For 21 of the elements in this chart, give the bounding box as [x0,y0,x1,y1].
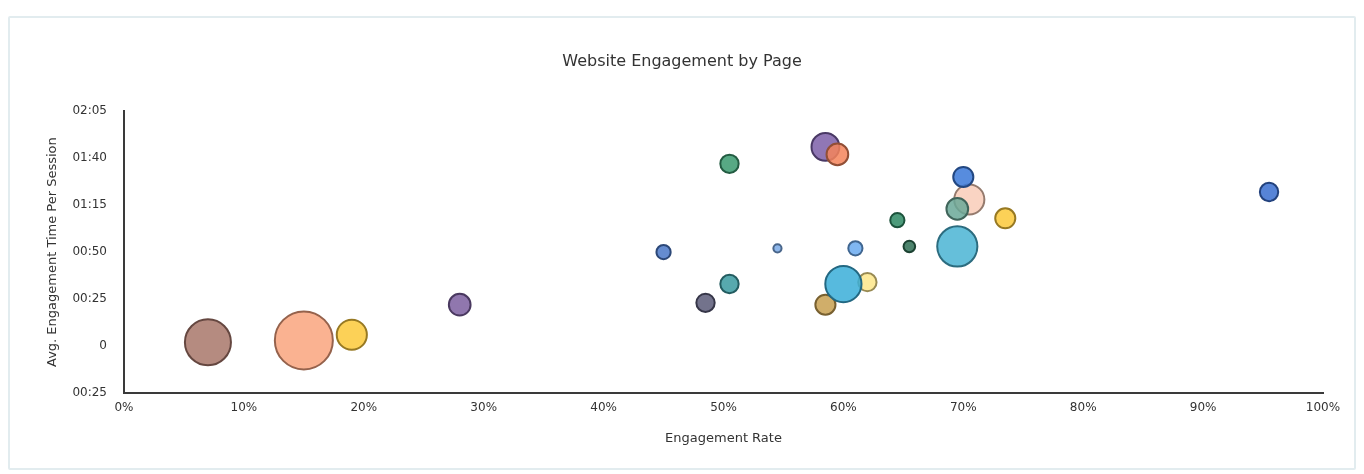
y-tick-label: 0 [99,338,107,353]
y-tick-label: 00:50 [72,244,107,259]
x-tick-label: 70% [949,400,977,415]
x-tick-label: 80% [1069,400,1097,415]
y-tick-label: 01:15 [72,197,107,212]
x-tick-label: 90% [1189,400,1217,415]
x-tick-label: 30% [470,400,498,415]
x-axis-title: Engagement Rate [665,429,782,445]
x-tick-label: 100% [1305,400,1341,415]
y-tick-label: 01:40 [72,150,107,165]
y-axis-title: Avg. Engagement Time Per Session [44,137,60,367]
x-tick-label: 40% [590,400,617,415]
y-tick-label: 00:25 [72,385,107,400]
x-tick-label: 10% [230,400,258,415]
x-tick-label: 60% [830,400,857,415]
x-tick-label: 0% [114,400,134,415]
x-tick-label: 50% [710,400,737,415]
y-tick-label: 00:25 [72,291,107,306]
chart-title: Website Engagement by Page [562,50,802,70]
y-tick-label: 02:05 [72,103,107,118]
x-tick-label: 20% [350,400,378,415]
